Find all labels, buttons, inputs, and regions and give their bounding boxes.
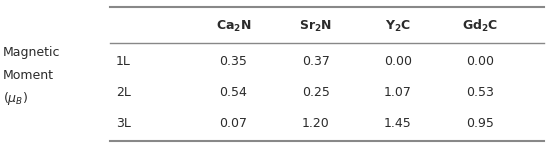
Text: 0.07: 0.07 <box>219 117 248 130</box>
Text: $\mathbf{Sr_2N}$: $\mathbf{Sr_2N}$ <box>299 19 332 34</box>
Text: 0.95: 0.95 <box>467 117 494 130</box>
Text: 0.54: 0.54 <box>220 86 247 99</box>
Text: 2L: 2L <box>116 86 131 99</box>
Text: 0.25: 0.25 <box>302 86 329 99</box>
Text: 0.35: 0.35 <box>220 55 247 68</box>
Text: 1.20: 1.20 <box>302 117 329 130</box>
Text: $\mathbf{Gd_2C}$: $\mathbf{Gd_2C}$ <box>462 18 498 34</box>
Text: 0.00: 0.00 <box>384 55 412 68</box>
Text: 0.37: 0.37 <box>302 55 329 68</box>
Text: Magnetic: Magnetic <box>3 46 60 59</box>
Text: 1L: 1L <box>116 55 131 68</box>
Text: $\mathbf{Y_2C}$: $\mathbf{Y_2C}$ <box>385 19 411 34</box>
Text: 0.53: 0.53 <box>467 86 494 99</box>
Text: 1.45: 1.45 <box>384 117 412 130</box>
Text: $(\mu_B)$: $(\mu_B)$ <box>3 90 28 107</box>
Text: $\mathbf{Ca_2N}$: $\mathbf{Ca_2N}$ <box>216 19 251 34</box>
Text: Moment: Moment <box>3 69 54 82</box>
Text: 0.00: 0.00 <box>466 55 495 68</box>
Text: 3L: 3L <box>116 117 131 130</box>
Text: 1.07: 1.07 <box>384 86 412 99</box>
